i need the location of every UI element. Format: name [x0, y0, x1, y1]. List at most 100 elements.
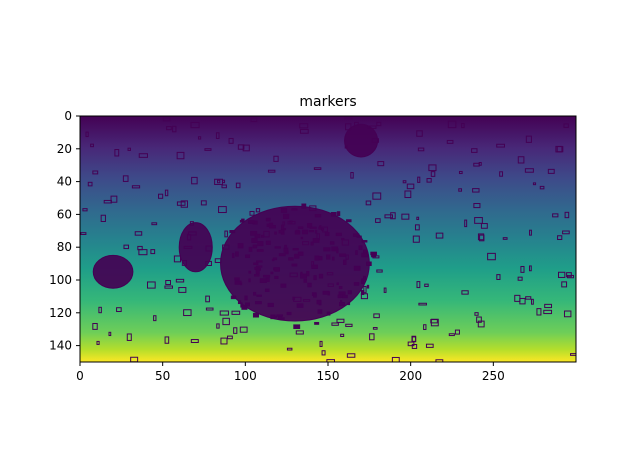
marker-speck: [153, 315, 157, 322]
marker-speck: [138, 153, 148, 158]
marker-speck: [525, 135, 532, 143]
marker-speck: [314, 321, 320, 325]
marker-speck: [233, 327, 238, 334]
marker-speck: [341, 237, 345, 241]
marker-speck: [314, 214, 322, 218]
marker-speck: [292, 248, 299, 251]
marker-speck: [363, 285, 367, 294]
marker-speck: [566, 272, 572, 278]
marker-speck: [242, 144, 250, 152]
marker-speck: [499, 171, 504, 177]
marker-speck: [268, 225, 277, 229]
marker-speck: [205, 307, 214, 311]
marker-speck: [116, 307, 122, 313]
marker-speck: [250, 117, 258, 123]
marker-layer: [80, 116, 576, 362]
marker-speck: [297, 251, 304, 256]
marker-speck: [353, 265, 361, 271]
marker-speck: [318, 273, 324, 279]
marker-speck: [417, 176, 421, 183]
marker-speck: [322, 290, 330, 295]
marker-speck: [350, 172, 354, 179]
marker-speck: [301, 203, 307, 209]
marker-speck: [255, 208, 261, 213]
marker-speck: [270, 271, 274, 275]
marker-speck: [294, 253, 300, 259]
marker-speck: [176, 151, 185, 160]
x-tick-label: 250: [482, 369, 505, 383]
marker-speck: [274, 246, 281, 249]
marker-speck: [447, 120, 457, 129]
marker-speck: [307, 282, 312, 288]
marker-speck: [367, 125, 377, 129]
marker-speck: [532, 182, 537, 186]
marker-speck: [297, 226, 304, 229]
marker-speck: [361, 252, 369, 258]
marker-speck: [330, 212, 337, 217]
marker-speck: [414, 224, 420, 231]
marker-speck: [250, 230, 258, 236]
marker-speck: [326, 254, 331, 260]
marker-speck: [252, 312, 259, 318]
marker-speck: [289, 220, 293, 224]
marker-speck: [122, 175, 129, 182]
marker-speck: [281, 224, 285, 230]
marker-speck: [164, 189, 169, 197]
marker-speck: [263, 274, 271, 278]
marker-speck: [426, 178, 432, 183]
marker-speck: [146, 281, 156, 289]
marker-speck: [317, 309, 323, 314]
marker-speck: [253, 262, 259, 265]
marker-speck: [284, 244, 288, 249]
marker-speck: [496, 274, 501, 280]
marker-speck: [472, 188, 480, 193]
marker-speck: [391, 356, 400, 362]
marker-speck: [529, 229, 532, 236]
marker-speck: [172, 125, 177, 133]
marker-speck: [313, 275, 317, 281]
marker-speck: [345, 254, 349, 260]
marker-speck: [256, 294, 262, 297]
marker-speck: [474, 217, 483, 224]
marker-speck: [80, 232, 87, 235]
marker-speck: [256, 249, 264, 252]
marker-speck: [336, 282, 340, 286]
marker-speck: [178, 287, 187, 293]
marker-speck: [280, 283, 287, 288]
marker-speck: [524, 168, 534, 173]
marker-speck: [288, 257, 294, 261]
marker-speck: [158, 193, 164, 199]
marker-speck: [267, 169, 276, 173]
marker-speck: [402, 180, 407, 184]
marker-speck: [123, 244, 130, 250]
marker-speck: [476, 316, 482, 323]
marker-speck: [204, 148, 212, 151]
marker-speck: [416, 130, 423, 137]
marker-speck: [564, 211, 570, 219]
marker-speck: [215, 132, 220, 139]
marker-speck: [373, 313, 380, 319]
marker-speck: [254, 301, 262, 305]
marker-speck: [358, 245, 363, 251]
marker-speck: [205, 260, 212, 266]
marker-speck: [235, 182, 241, 189]
x-tick-label: 50: [155, 369, 170, 383]
marker-speck: [561, 281, 568, 288]
marker-speck: [265, 240, 271, 246]
marker-speck: [346, 353, 356, 358]
marker-speck: [479, 234, 485, 242]
marker-speck: [407, 341, 415, 347]
marker-speck: [539, 185, 545, 190]
marker-speck: [377, 161, 385, 167]
marker-speck: [363, 249, 368, 254]
marker-speck: [253, 291, 257, 296]
marker-speck: [361, 240, 368, 243]
marker-speck: [425, 343, 434, 348]
marker-speck: [327, 283, 334, 287]
marker-speck: [181, 260, 187, 266]
y-tick-label: 0: [64, 109, 72, 123]
marker-speck: [100, 214, 106, 222]
marker-speck: [458, 170, 463, 175]
marker-speck: [342, 294, 348, 299]
marker-speck: [517, 156, 525, 164]
